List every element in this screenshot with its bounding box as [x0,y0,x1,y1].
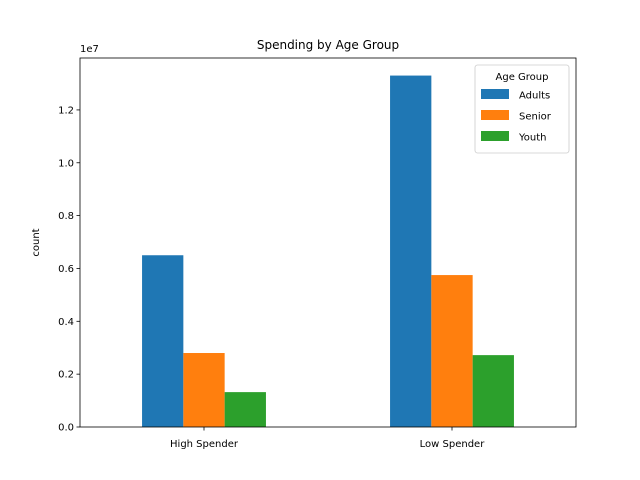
y-tick-label: 0.0 [58,423,74,434]
bar-adults-high-spender [142,255,184,427]
x-tick-label: High Spender [170,439,239,450]
bar-senior-high-spender [183,353,225,427]
bar-youth-high-spender [224,392,266,427]
y-offset-label: 1e7 [80,44,99,55]
x-tick-label: Low Spender [420,439,486,450]
plot-frame [79,57,577,428]
y-tick-label: 1.0 [58,158,74,169]
bar-adults-low-spender [390,75,432,428]
legend-label-adults: Adults [519,91,550,102]
y-tick-label: 0.2 [58,370,74,381]
y-tick-label: 0.8 [58,211,74,222]
legend-title: Age Group [496,72,549,83]
bar-senior-low-spender [431,275,473,427]
y-axis-label: count [31,228,42,256]
legend-label-youth: Youth [518,133,547,144]
axes-group: 0.0 0.2 0.4 0.6 0.8 1.0 1.2 High Spender Low Spe… [58,57,577,450]
chart-title: Spending by Age Group [257,38,399,52]
y-tick-label: 0.6 [58,264,74,275]
y-tick-label: 0.4 [58,317,74,328]
bars-group [142,75,514,428]
legend-swatch-adults [481,89,509,99]
legend-swatch-youth [481,131,509,141]
bar-youth-low-spender [472,355,514,427]
y-tick-label: 1.2 [58,105,74,116]
legend: Age Group Adults Senior Youth [474,64,570,154]
legend-label-senior: Senior [519,112,552,123]
legend-swatch-senior [481,110,509,120]
